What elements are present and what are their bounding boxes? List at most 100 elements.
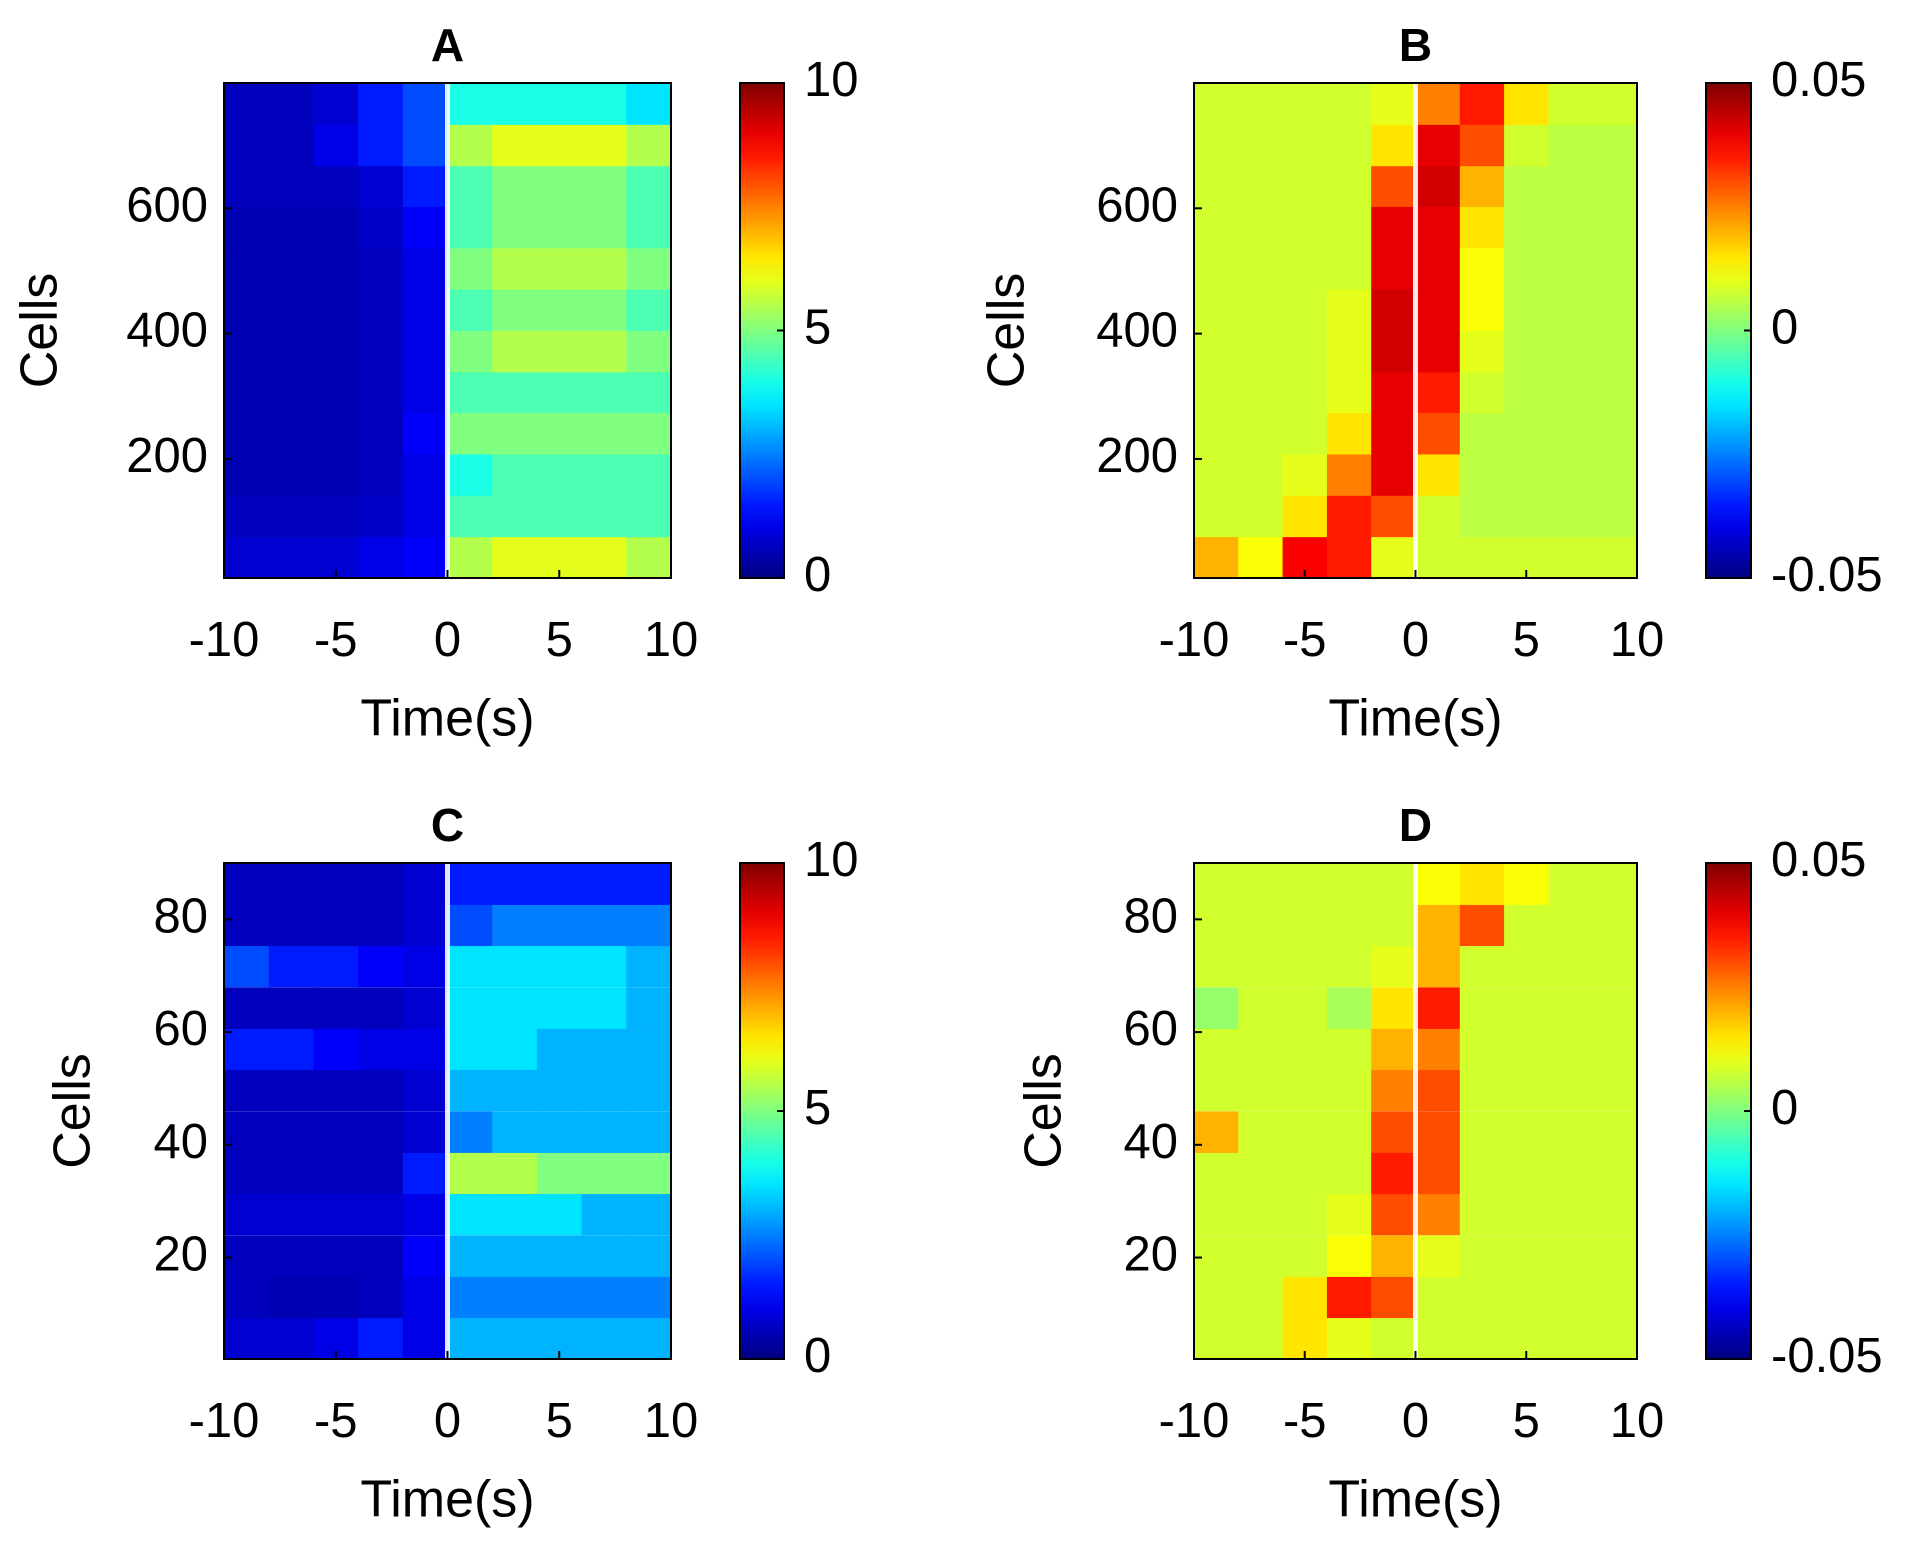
heatmap-cell xyxy=(358,247,404,290)
heatmap-cell xyxy=(1459,904,1505,947)
heatmap-cell xyxy=(1504,1069,1549,1112)
heatmap-cell xyxy=(1282,1193,1328,1236)
heatmap-cell xyxy=(313,1276,359,1319)
heatmap-cell xyxy=(224,124,270,167)
heatmap-cell xyxy=(1371,863,1416,905)
heatmap-cell xyxy=(402,536,448,579)
heatmap-cell xyxy=(1459,536,1505,579)
heatmap-cell xyxy=(447,536,493,579)
heatmap-cell xyxy=(402,1069,448,1112)
heatmap-cell xyxy=(268,206,314,249)
heatmap-cell xyxy=(358,1193,404,1236)
x-tick-label: -5 xyxy=(1283,1394,1327,1448)
heatmap-cell xyxy=(1459,863,1505,905)
heatmap-cell xyxy=(1592,863,1638,905)
heatmap-cell xyxy=(402,904,448,947)
heatmap-cell xyxy=(1371,1193,1416,1236)
heatmap-cell xyxy=(492,1069,538,1112)
heatmap-cell xyxy=(1238,1276,1284,1319)
heatmap-cell xyxy=(447,1317,493,1360)
heatmap-cell xyxy=(581,124,627,167)
heatmap-cell xyxy=(1282,904,1328,947)
heatmap-cell xyxy=(492,124,538,167)
heatmap-cell xyxy=(1194,495,1239,538)
heatmap-cell xyxy=(1504,863,1549,905)
heatmap-cell xyxy=(536,1193,583,1236)
heatmap-cell xyxy=(1592,330,1638,373)
heatmap-cell xyxy=(1592,904,1638,947)
heatmap-cell xyxy=(581,1028,627,1071)
heatmap-cell xyxy=(492,536,538,579)
heatmap-cell xyxy=(626,536,672,579)
heatmap-cell xyxy=(1282,83,1328,125)
heatmap-cell xyxy=(1282,863,1328,905)
colorbar xyxy=(1705,862,1752,1360)
y-tick-label: 600 xyxy=(1096,178,1178,232)
heatmap-cell xyxy=(268,863,314,905)
heatmap-cell xyxy=(1282,1028,1328,1071)
x-tick-label: 0 xyxy=(434,613,461,667)
heatmap-cell xyxy=(313,371,359,414)
heatmap-cell xyxy=(1238,1193,1284,1236)
heatmap-cell xyxy=(536,1152,583,1195)
heatmap-cell xyxy=(1592,1193,1638,1236)
heatmap-cell xyxy=(1415,863,1461,905)
heatmap-cell xyxy=(1238,453,1284,496)
heatmap-cell xyxy=(1194,412,1239,455)
x-tick-label: 10 xyxy=(644,1394,699,1448)
colorbar-tick-label: 10 xyxy=(804,833,859,887)
heatmap-cell xyxy=(268,1069,314,1112)
heatmap-cell xyxy=(224,1235,270,1277)
heatmap-cell xyxy=(1415,1152,1461,1195)
heatmap-cell xyxy=(626,987,672,1029)
heatmap-cell xyxy=(268,165,314,207)
heatmap-cell xyxy=(447,83,493,125)
x-tick-label: 10 xyxy=(644,613,699,667)
heatmap-cell xyxy=(492,247,538,290)
heatmap-cell xyxy=(1194,124,1239,167)
heatmap-cell xyxy=(1371,904,1416,947)
heatmap-cell xyxy=(1459,289,1505,331)
heatmap-cell xyxy=(1415,453,1461,496)
y-tick-label: 60 xyxy=(153,1002,208,1056)
heatmap-cell xyxy=(313,1152,359,1195)
heatmap-cell xyxy=(1504,945,1549,988)
heatmap-cell xyxy=(1592,83,1638,125)
heatmap-cell xyxy=(1238,1317,1284,1360)
colorbar-tick-label: -0.05 xyxy=(1771,548,1883,602)
heatmap-cell xyxy=(581,165,627,207)
heatmap-cell xyxy=(1194,330,1239,373)
heatmap-cell xyxy=(1326,1069,1372,1112)
colorbar xyxy=(1705,82,1752,579)
heatmap-cell xyxy=(1326,371,1372,414)
heatmap-cell xyxy=(1194,247,1239,290)
heatmap-cell xyxy=(492,945,538,988)
heatmap-cell xyxy=(492,83,538,125)
heatmap-cell xyxy=(492,1317,538,1360)
heatmap-cell xyxy=(1194,945,1239,988)
heatmap-cell xyxy=(1238,536,1284,579)
heatmap-cell xyxy=(1238,904,1284,947)
heatmap-cell xyxy=(1371,206,1416,249)
heatmap-cell xyxy=(224,83,270,125)
heatmap-cell xyxy=(1459,83,1505,125)
heatmap-cell xyxy=(1548,904,1594,947)
colorbar-tick-label: 0 xyxy=(1771,300,1798,354)
heatmap-cell xyxy=(313,1235,359,1277)
heatmap-cell xyxy=(358,863,404,905)
heatmap-cell xyxy=(1282,453,1328,496)
heatmap-cell xyxy=(1504,412,1549,455)
heatmap-cell xyxy=(224,371,270,414)
y-tick-label: 40 xyxy=(153,1115,208,1169)
heatmap-cell xyxy=(1194,1028,1239,1071)
y-tick-label: 400 xyxy=(1096,304,1178,358)
heatmap-cell xyxy=(626,863,672,905)
y-axis-label: Cells xyxy=(978,273,1036,389)
heatmap-cell xyxy=(1459,1276,1505,1319)
x-tick-label: 10 xyxy=(1610,613,1665,667)
y-tick-label: 200 xyxy=(126,429,208,483)
heatmap-cell xyxy=(1326,945,1372,988)
heatmap-cell xyxy=(224,247,270,290)
heatmap-cell xyxy=(1371,83,1416,125)
heatmap-cell xyxy=(268,1193,314,1236)
